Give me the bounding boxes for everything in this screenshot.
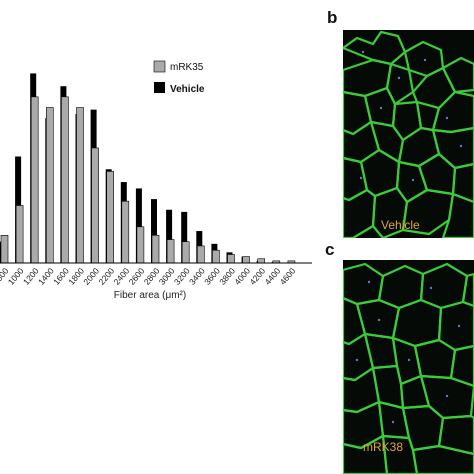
bar-mrk35-1800 <box>76 107 84 264</box>
x-tick-label-4000: 4000 <box>232 266 252 287</box>
panel-letter-b: b <box>327 8 338 27</box>
x-tick-label-4600: 4600 <box>278 266 298 287</box>
panel-letter-c: c <box>325 240 335 259</box>
legend-swatch-mrk35 <box>153 60 166 73</box>
x-tick-label-2400: 2400 <box>112 266 132 287</box>
bar-mrk35-2400 <box>121 200 130 264</box>
panel-label-vehicle: Vehicle <box>381 218 420 232</box>
panel-label-mrk38: mRK38 <box>363 440 404 454</box>
bar-mrk35-3800 <box>227 254 235 264</box>
bar-mrk35-1400 <box>45 107 54 264</box>
bars-group <box>0 73 296 264</box>
bar-mrk35-1000 <box>15 205 24 264</box>
bar-mrk35-3200 <box>181 241 190 264</box>
x-tick-label-2000: 2000 <box>81 266 101 287</box>
x-tick-label-2200: 2200 <box>96 266 116 287</box>
bar-mrk35-4000 <box>242 256 250 264</box>
x-tick-label-3000: 3000 <box>157 266 177 287</box>
bar-mrk35-800 <box>0 235 9 264</box>
fiber-network-image-vehicle <box>343 30 474 238</box>
x-tick-label-3600: 3600 <box>202 266 222 287</box>
x-tick-label-1600: 1600 <box>51 266 71 287</box>
legend-swatch-vehicle <box>154 82 165 93</box>
bar-mrk35-2600 <box>136 226 145 264</box>
bar-vehicle-2600 <box>135 188 142 263</box>
micrograph-vehicle: Vehicle <box>343 30 474 238</box>
bar-mrk35-3400 <box>197 245 205 264</box>
x-tick-label-1200: 1200 <box>21 266 41 287</box>
bar-mrk35-4200 <box>257 258 266 264</box>
legend: mRK35 Vehicle <box>153 60 205 95</box>
bar-mrk35-2000 <box>91 147 99 264</box>
bar-vehicle-2800 <box>151 199 157 263</box>
legend-label-vehicle: Vehicle <box>170 84 205 95</box>
bar-mrk35-2800 <box>151 235 160 264</box>
x-tick-label-1400: 1400 <box>36 266 56 287</box>
legend-label-mrk35: mRK35 <box>170 62 204 73</box>
bar-mrk35-1600 <box>61 96 69 264</box>
bar-mrk35-3000 <box>166 239 175 264</box>
x-tick-label-800: 800 <box>0 266 11 284</box>
x-tick-labels: 8001000120014001600180020002200240026002… <box>0 266 298 287</box>
fiber-area-histogram: 8001000120014001600180020002200240026002… <box>0 60 312 301</box>
bar-mrk35-1200 <box>30 96 39 264</box>
x-tick-label-3400: 3400 <box>187 266 207 287</box>
x-tick-label-3200: 3200 <box>172 266 192 287</box>
x-tick-label-4400: 4400 <box>263 266 283 287</box>
x-tick-label-1800: 1800 <box>66 266 86 287</box>
bar-vehicle-3200 <box>181 211 188 263</box>
bar-mrk35-2200 <box>106 171 114 264</box>
fiber-network-image-mrk38 <box>343 260 474 474</box>
x-tick-label-3800: 3800 <box>217 266 237 287</box>
micrograph-mrk38: mRK38 <box>343 260 474 474</box>
x-tick-label-4200: 4200 <box>247 266 267 287</box>
x-tick-label-2600: 2600 <box>127 266 147 287</box>
bar-mrk35-3600 <box>212 249 220 264</box>
bar-vehicle-3000 <box>166 209 173 263</box>
x-tick-label-1000: 1000 <box>6 266 26 287</box>
x-axis-label: Fiber area (μm²) <box>114 290 186 301</box>
x-tick-label-2800: 2800 <box>142 266 162 287</box>
